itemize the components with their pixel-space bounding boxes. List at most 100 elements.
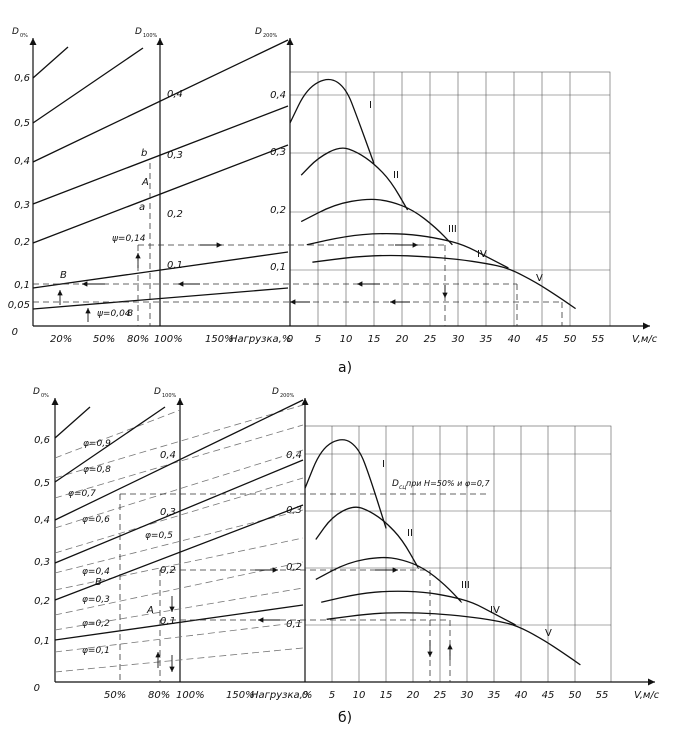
a-ann-B2: B [127,309,133,319]
b-speed-label: V,м/с [634,690,660,701]
b-v-6: 30 [461,690,474,701]
b-v-7: 35 [488,690,501,701]
grid-b [304,425,612,683]
b-curve-label-I: I [382,459,385,470]
d100-sub-a: 100% [143,33,158,39]
a-lt-3: 0,3 [14,200,30,211]
b-v-5: 25 [434,690,447,701]
a-load-2: 80% [127,334,149,345]
b-v-3: 15 [380,690,393,701]
a-zero: 0 [12,327,18,338]
a-load-lines [32,39,289,310]
a-lt-6: 0,05 [8,300,30,311]
a-lt-4: 0,2 [14,237,30,248]
b-v-4: 20 [407,690,420,701]
a-rt-0: 0,4 [270,90,286,101]
a-line-01 [32,251,289,289]
b-phi-7: φ=0,2 [82,619,110,629]
a-line-06 [32,46,69,79]
b-lt-4: 0,2 [34,596,50,607]
b-ann-note-rest: при Н=50% и φ=0,7 [406,479,490,488]
d0-sub-a: 0% [20,33,28,39]
a-line-005 [32,287,289,310]
a-curve-label-I: I [369,100,372,111]
a-line-03 [32,105,289,205]
a-line-02 [32,144,289,244]
speed-curve-IV [306,232,509,269]
b-ann-A: A [146,605,154,616]
a-v-3: 15 [368,334,381,345]
b-v-11: 55 [596,690,609,701]
b-mt-3: 0,1 [160,616,176,627]
a-lt-5: 0,1 [14,280,30,291]
a-rt-1: 0,3 [270,147,286,158]
grid-a [289,71,611,327]
d200-label-a: D [255,27,262,37]
a-v-11: 55 [592,334,605,345]
a-load-3: 100% [154,334,183,345]
b-rt-1: 0,3 [286,505,302,516]
a-v-0: 0 [287,334,293,345]
a-ann-A: A [141,177,149,188]
d200-sub-a: 200% [263,33,278,39]
speed-curve-III [315,556,463,603]
a-ann-b: b [141,148,147,159]
a-ann-B: B [60,270,67,281]
a-line-05 [32,47,144,124]
a-rt-3: 0,1 [270,262,286,273]
b-v-8: 40 [515,690,528,701]
b-zero: 0 [34,683,40,694]
speed-curve-II [300,147,409,211]
a-curve-label-V: V [536,273,543,284]
a-lt-0: 0,6 [14,73,30,84]
b-v-10: 50 [569,690,582,701]
a-v-5: 25 [424,334,437,345]
b-lt-2: 0,4 [34,515,50,526]
b-phi-4: φ=0,5 [145,531,173,541]
b-ann-B: B [95,577,102,588]
a-v-1: 5 [315,334,321,345]
a-v-2: 10 [340,334,353,345]
d100-label-b: D [154,387,161,397]
b-phi-3: φ=0,6 [82,515,110,525]
a-v-10: 50 [564,334,577,345]
speed-curve-V [312,254,576,310]
a-speed-label: V,м/с [632,334,658,345]
a-v-9: 45 [536,334,549,345]
b-curve-label-II: II [407,528,413,539]
a-lt-1: 0,5 [14,118,30,129]
a-load-1: 50% [93,334,115,345]
b-load-3: 150% [226,690,255,701]
b-load-0: 50% [104,690,126,701]
b-ann-note: D [392,479,399,489]
a-v-4: 20 [396,334,409,345]
b-lt-1: 0,5 [34,478,50,489]
b-rt-3: 0,1 [286,619,302,630]
speed-curve-I [304,439,387,529]
b-load-label: Нагрузка,% [251,690,312,701]
b-v-1: 5 [329,690,335,701]
a-ann-psi2: ψ=0,04 [97,309,131,319]
b-phi-2: φ=0,7 [68,489,96,499]
caption-b: б) [338,710,352,726]
b-v-9: 45 [542,690,555,701]
d0-sub-b: 0% [41,393,49,399]
b-phi-8: φ=0,1 [82,646,110,656]
b-curve-label-III: III [461,580,470,591]
a-line-04 [32,39,289,163]
b-rt-0: 0,4 [286,450,302,461]
d200-sub-b: 200% [280,393,295,399]
panel-b: D 0% D 100% D 200% 0,6 0,5 0,4 0,3 0,2 0… [33,387,660,726]
a-ann-a: a [139,202,145,213]
a-v-6: 30 [452,334,465,345]
b-phi-6: φ=0,3 [82,595,110,605]
b-curve-label-IV: IV [490,605,500,616]
b-lt-3: 0,3 [34,557,50,568]
b-v-0: 0 [302,690,308,701]
a-mt-1: 0,3 [167,150,183,161]
b-mt-0: 0,4 [160,450,176,461]
a-ann-psi1: ψ=0,14 [112,234,146,244]
b-lt-0: 0,6 [34,435,50,446]
a-load-label: Нагрузка,% [230,334,291,345]
b-load-lines [54,399,304,641]
